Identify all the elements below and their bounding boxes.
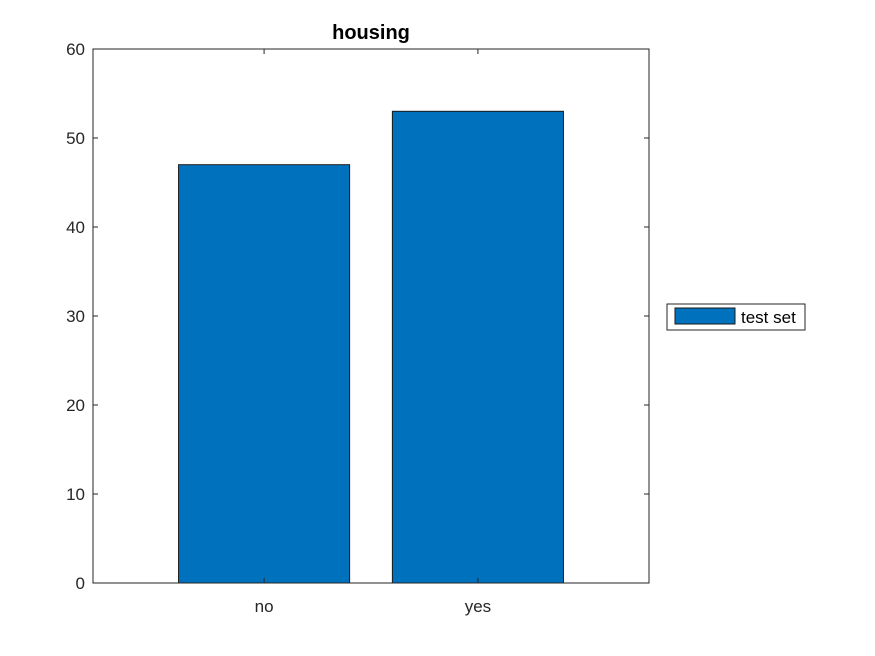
x-tick-label: yes	[465, 597, 491, 616]
y-tick-label: 30	[66, 307, 85, 326]
y-tick-label: 0	[76, 574, 85, 593]
y-axis: 0 10 20 30 40 50 60	[66, 40, 649, 593]
x-tick-label: no	[255, 597, 274, 616]
bar-yes	[391, 110, 564, 584]
y-tick-label: 20	[66, 396, 85, 415]
y-tick-label: 60	[66, 40, 85, 59]
chart-title: housing	[332, 22, 410, 44]
legend-label: test set	[741, 308, 796, 327]
plot-area: 0 10 20 30 40 50 60 no yes	[66, 40, 650, 616]
legend: test set	[666, 303, 806, 331]
bars-layer	[178, 110, 564, 584]
legend-swatch	[674, 307, 736, 325]
y-tick-label: 10	[66, 485, 85, 504]
bar-no	[178, 164, 351, 584]
y-tick-label: 40	[66, 218, 85, 237]
axes-box	[93, 49, 649, 583]
x-axis: no yes	[255, 49, 491, 616]
y-tick-label: 50	[66, 129, 85, 148]
